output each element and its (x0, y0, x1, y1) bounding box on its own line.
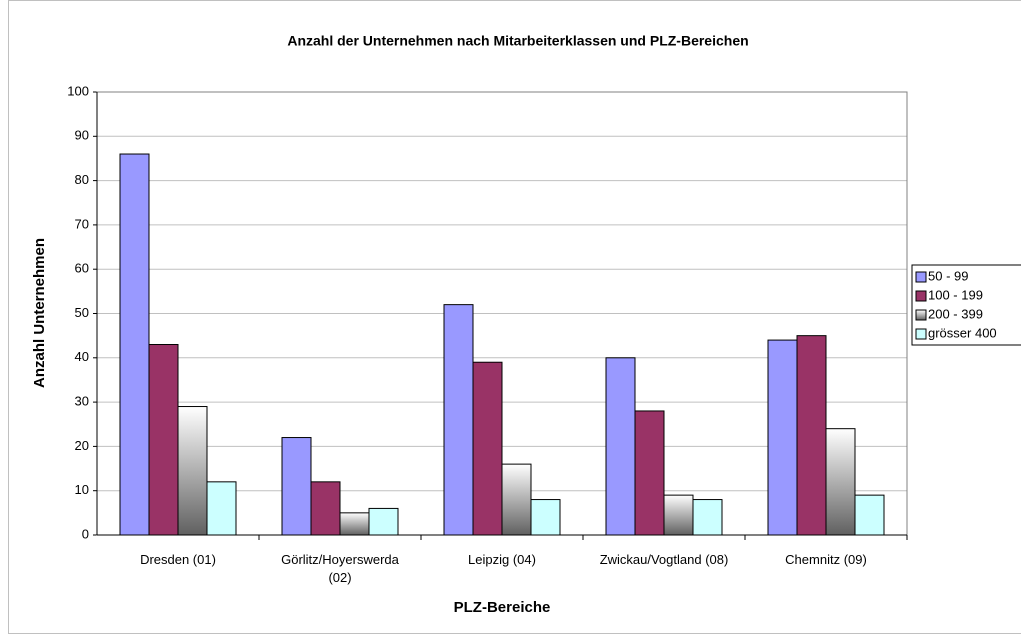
y-tick-label: 80 (75, 172, 89, 187)
bar (634, 410, 665, 536)
bar (339, 512, 370, 536)
bar (177, 406, 208, 536)
bar (796, 335, 827, 536)
bar (281, 437, 312, 536)
legend-swatch (915, 309, 927, 321)
legend-label: 50 - 99 (928, 268, 968, 283)
legend-swatch (915, 328, 927, 340)
legend-label: grösser 400 (928, 325, 997, 340)
x-tick-label: Chemnitz (09) (785, 552, 867, 567)
bar (692, 499, 723, 536)
bar (148, 344, 179, 536)
bar (119, 153, 150, 536)
legend-swatch (915, 290, 927, 302)
x-tick-label: Görlitz/Hoyerswerda (02) (281, 552, 399, 585)
y-tick-label: 30 (75, 394, 89, 409)
x-tick-label: Zwickau/Vogtland (08) (599, 552, 729, 567)
bar (825, 428, 856, 536)
y-tick-label: 60 (75, 261, 89, 276)
bar (663, 494, 694, 536)
y-axis-title: Anzahl Unternehmen (31, 238, 48, 388)
y-tick-label: 100 (67, 83, 89, 98)
bar (501, 463, 532, 536)
x-tick-label: Dresden (01) (140, 552, 216, 567)
y-tick-label: 20 (75, 438, 89, 453)
x-tick-label: Leipzig (04) (468, 552, 536, 567)
y-tick-label: 0 (82, 526, 89, 541)
y-tick-label: 40 (75, 349, 89, 364)
y-tick-label: 50 (75, 305, 89, 320)
bar (530, 499, 561, 536)
y-tick-label: 10 (75, 482, 89, 497)
bar (854, 494, 885, 536)
bar (605, 357, 636, 536)
legend-box (911, 264, 1021, 346)
bar (767, 339, 798, 536)
legend-label: 200 - 399 (928, 306, 983, 321)
chart-frame (8, 0, 1021, 634)
bar (206, 481, 237, 536)
chart-title: Anzahl der Unternehmen nach Mitarbeiterk… (287, 33, 748, 49)
bar (472, 361, 503, 536)
y-tick-label: 90 (75, 128, 89, 143)
y-tick-label: 70 (75, 216, 89, 231)
x-axis-title: PLZ-Bereiche (454, 599, 551, 616)
legend-swatch (915, 271, 927, 283)
bar (310, 481, 341, 536)
legend-label: 100 - 199 (928, 287, 983, 302)
bar (443, 304, 474, 536)
bar (368, 507, 399, 536)
